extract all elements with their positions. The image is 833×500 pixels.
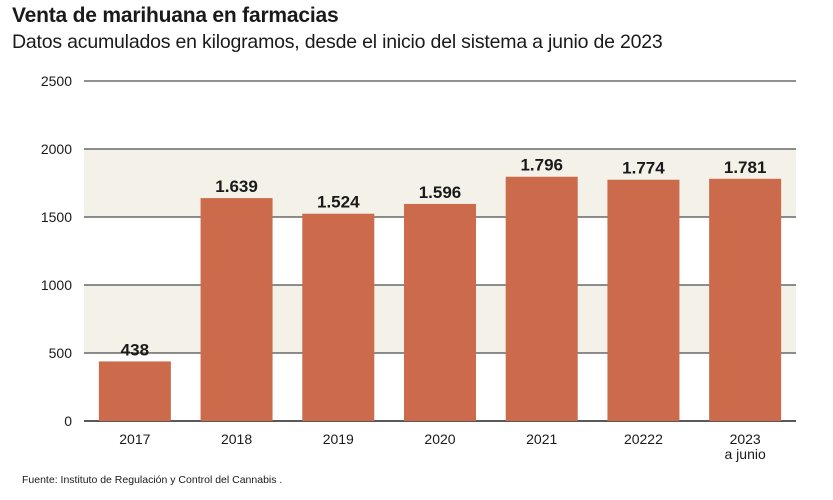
bar	[98, 361, 171, 421]
x-tick-label: 20222	[624, 431, 663, 447]
bar	[709, 178, 782, 421]
y-tick-label: 0	[64, 413, 72, 429]
y-tick-label: 1000	[41, 277, 72, 293]
chart-subtitle: Datos acumulados en kilogramos, desde el…	[12, 31, 663, 53]
value-label: 1.596	[419, 183, 462, 202]
x-tick-label: 2023	[730, 431, 761, 447]
value-label: 438	[121, 340, 149, 359]
y-tick-label: 500	[49, 345, 73, 361]
bars	[98, 176, 782, 421]
value-labels: 438 1.639 1.524 1.596 1.796 1.774 1.781	[121, 156, 767, 360]
value-label: 1.524	[317, 193, 360, 212]
x-tick-label: 2021	[526, 431, 557, 447]
chart-title: Venta de marihuana en farmacias	[12, 4, 339, 27]
y-tick-label: 2500	[41, 73, 72, 89]
x-tick-label: 2018	[221, 431, 252, 447]
value-label: 1.781	[724, 158, 767, 177]
x-tick-label: 2019	[323, 431, 354, 447]
y-tick-label: 1500	[41, 209, 72, 225]
value-label: 1.774	[622, 159, 665, 178]
value-label: 1.796	[520, 156, 563, 175]
y-axis-tick-labels: 0 500 1000 1500 2000 2500	[41, 73, 72, 429]
bar	[404, 203, 476, 421]
x-tick-label: a junio	[725, 446, 766, 462]
bar	[302, 213, 375, 421]
bar-chart: 0 500 1000 1500 2000 2500 438 1.639 1.524 1.596 1…	[41, 73, 796, 462]
y-tick-label: 2000	[41, 141, 72, 157]
bar	[505, 176, 578, 421]
x-tick-label: 2020	[424, 431, 455, 447]
source-note: Fuente: Instituto de Regulación y Contro…	[22, 474, 283, 486]
x-tick-label: 2017	[119, 431, 150, 447]
value-label: 1.639	[215, 177, 258, 196]
bar	[607, 179, 680, 421]
bar	[200, 198, 273, 421]
